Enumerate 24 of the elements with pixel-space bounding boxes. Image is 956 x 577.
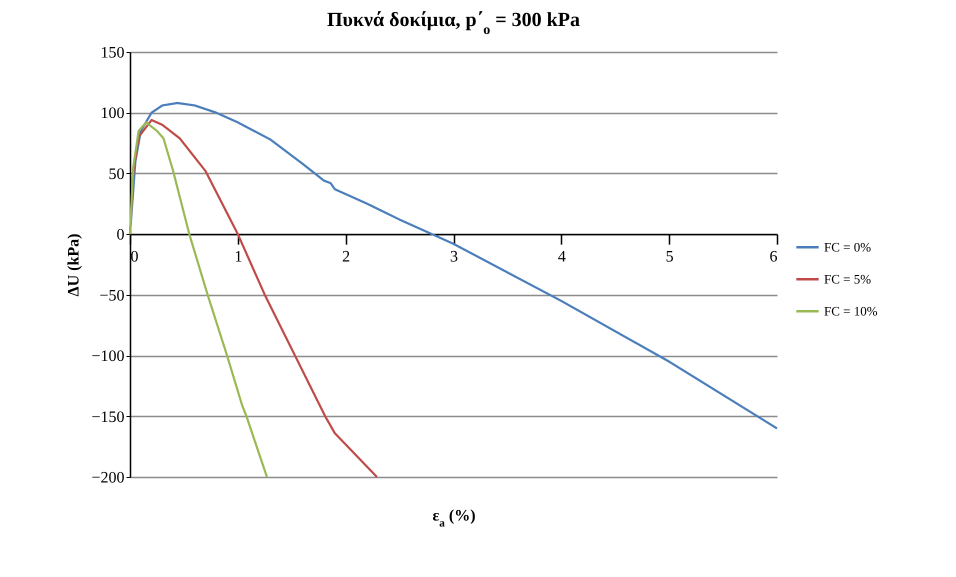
y-tick-label: 100 bbox=[100, 105, 124, 122]
line-series bbox=[128, 121, 268, 478]
x-tick-label: 4 bbox=[558, 248, 566, 266]
y-tick-label: −50 bbox=[99, 287, 124, 304]
y-tick-label: 0 bbox=[116, 226, 124, 244]
y-tick-label: −100 bbox=[91, 348, 124, 366]
x-tick-label: 0 bbox=[130, 248, 138, 266]
y-tick-label: −200 bbox=[91, 470, 124, 486]
x-tick-label: 3 bbox=[450, 248, 458, 266]
x-tick-label: 5 bbox=[666, 248, 674, 266]
x-tick-label: 2 bbox=[342, 248, 350, 266]
legend-label: FC = 0% bbox=[824, 239, 872, 254]
x-tick-label: 1 bbox=[234, 248, 242, 266]
chart-title: Πυκνά δοκίμια, p΄$_{o}$ = 300 kPa bbox=[326, 9, 580, 38]
legend-label: FC = 5% bbox=[824, 271, 872, 286]
y-tick-label: 50 bbox=[108, 166, 124, 183]
y-axis-title: ΔU (kPa) bbox=[65, 234, 82, 296]
x-axis-title: ε$_{a}$ (%) bbox=[432, 508, 476, 530]
line-series bbox=[128, 102, 778, 430]
y-tick-label: −150 bbox=[91, 408, 124, 426]
y-tick-label: 150 bbox=[100, 44, 124, 62]
line-series bbox=[128, 118, 378, 478]
x-tick-label: 6 bbox=[770, 248, 778, 266]
legend-label: FC = 10% bbox=[824, 303, 878, 318]
